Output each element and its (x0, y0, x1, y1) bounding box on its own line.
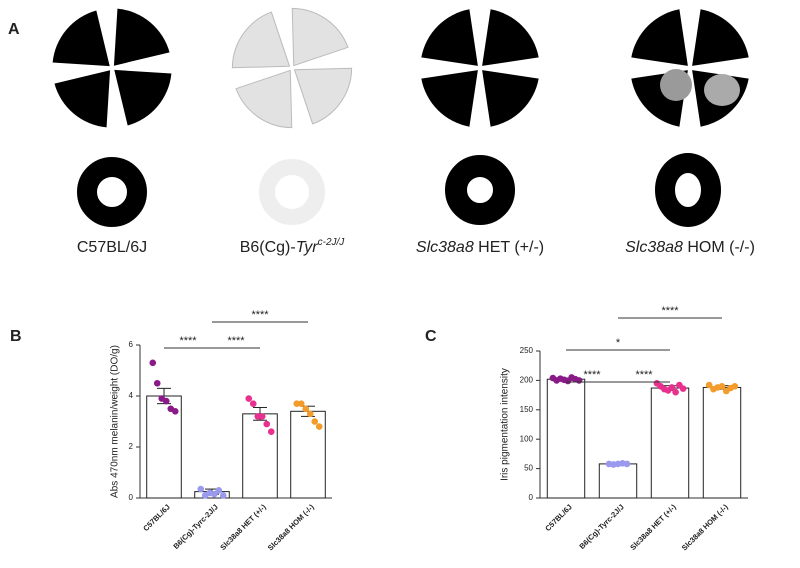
panel-label: B (10, 328, 22, 345)
iris-image (77, 157, 147, 227)
data-point (302, 405, 310, 413)
data-point (215, 487, 223, 494)
data-point (249, 400, 257, 407)
data-point (245, 395, 253, 402)
bar (546, 378, 586, 499)
y-tick-label: 50 (524, 464, 533, 473)
y-tick-label: 2 (129, 442, 134, 451)
data-point (679, 385, 687, 392)
bar (650, 387, 690, 499)
label-part: c-2J/J (318, 237, 346, 248)
bar (242, 413, 278, 499)
x-tick-label: Slc38a8 HET (+/-) (628, 502, 678, 552)
y-tick-label: 200 (520, 376, 534, 385)
data-point (149, 359, 157, 367)
data-point (731, 382, 739, 390)
panel-label: A (8, 21, 20, 38)
y-tick-label: 0 (129, 493, 134, 502)
data-point (171, 408, 179, 415)
data-point (197, 485, 205, 493)
label-part: Tyr (296, 239, 319, 256)
y-tick-label: 250 (520, 346, 534, 355)
x-tick-label: Slc38a8 HOM (-/-) (266, 502, 316, 552)
image-label: C57BL/6J (77, 239, 147, 256)
retina-image (605, 0, 775, 153)
significance-label: * (616, 337, 621, 349)
y-tick-label: 0 (529, 493, 534, 502)
label-part: B6(Cg)- (240, 239, 296, 256)
label-part: Slc38a8 (416, 239, 474, 256)
bar (598, 463, 638, 499)
significance-label: **** (179, 335, 197, 347)
iris-image (655, 153, 721, 227)
data-point (258, 413, 266, 420)
data-point (267, 428, 275, 436)
image-label: Slc38a8 HET (+/-) (416, 239, 544, 256)
label-part: Slc38a8 (625, 239, 683, 256)
y-tick-label: 6 (129, 340, 134, 349)
significance-label: **** (251, 309, 269, 321)
retina-image (208, 0, 376, 152)
significance-label: **** (635, 369, 653, 381)
y-axis-label: Iris pigmentation intensity (500, 368, 511, 481)
significance-label: **** (227, 335, 245, 347)
bar (702, 386, 742, 499)
data-point (306, 410, 314, 418)
x-tick-label: C57BL/6J (543, 502, 574, 533)
data-point (668, 384, 676, 391)
label-part: C57BL/6J (77, 239, 147, 256)
data-point (311, 418, 319, 425)
data-point (162, 397, 170, 405)
y-tick-label: 100 (520, 434, 534, 443)
x-tick-label: B6(Cg)-Tyrc-2J/J (577, 502, 625, 550)
retina-reflection (704, 74, 740, 106)
significance-label: **** (583, 369, 601, 381)
panel-label: C (425, 328, 437, 345)
data-point (153, 379, 161, 387)
data-point (210, 490, 218, 498)
data-point (623, 460, 631, 468)
data-point (672, 388, 679, 396)
data-point (718, 382, 726, 390)
data-point (575, 377, 583, 384)
image-label: B6(Cg)-Tyrc-2J/J (240, 237, 346, 256)
retina-image (28, 0, 196, 152)
data-point (315, 423, 323, 430)
significance-label: **** (661, 305, 679, 317)
data-point (263, 420, 271, 428)
x-tick-label: Slc38a8 HOM (-/-) (680, 502, 730, 552)
retina-reflection (660, 69, 692, 101)
data-point (219, 492, 227, 499)
x-tick-label: C57BL/6J (141, 502, 172, 533)
y-tick-label: 150 (520, 405, 534, 414)
label-part: HET (+/-) (474, 239, 544, 256)
image-label: Slc38a8 HOM (-/-) (625, 239, 755, 256)
x-tick-label: B6(Cg)-Tyrc-2J/J (171, 502, 219, 550)
y-axis-label: Abs 470nm melanin/weight (DO/g) (110, 345, 121, 498)
data-point (705, 381, 713, 389)
iris-image (445, 155, 515, 225)
data-point (297, 400, 305, 407)
iris-image (259, 159, 325, 225)
retina-image (395, 0, 565, 153)
x-tick-label: Slc38a8 HET (+/-) (218, 502, 268, 552)
y-tick-label: 4 (129, 391, 134, 400)
label-part: HOM (-/-) (683, 239, 755, 256)
